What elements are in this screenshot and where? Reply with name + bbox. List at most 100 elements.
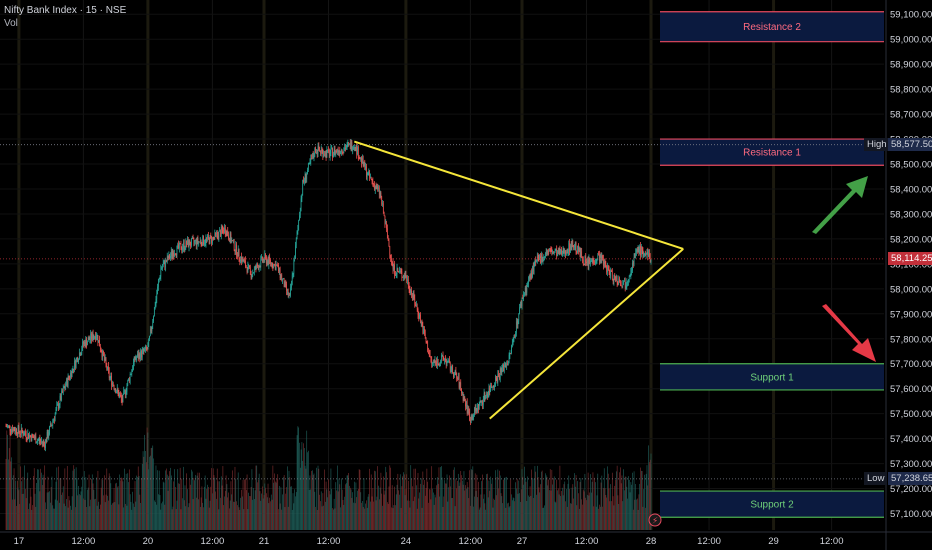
candle-body [12,429,13,432]
volume-bar [398,490,399,530]
candle-body [561,249,562,255]
volume-bar [93,489,95,530]
candle-body [500,368,502,373]
candle-body [424,333,426,339]
candle-body [26,437,28,440]
candle-body [116,388,118,392]
candle-body [112,382,114,386]
candle-body [23,435,25,437]
candle-body [263,259,265,261]
candle-body [13,428,15,431]
candle-body [199,240,201,242]
volume-bar [249,496,250,530]
candle-body [438,363,440,366]
volume-bar [399,474,401,530]
volume-bar [58,502,60,530]
candle-body [504,365,506,367]
volume-bar [370,501,371,530]
volume-bar [112,503,113,530]
volume-bar [41,485,43,530]
volume-bar [383,494,385,530]
volume-bar [20,481,22,530]
volume-bar [624,476,626,530]
candle-body [197,237,199,243]
volume-bar [153,458,154,530]
volume-bar [5,459,7,530]
green-up-arrow [812,176,868,234]
volume-bar [550,490,552,530]
time-axis[interactable]: 17 12:00 20 12:00 21 12:00 24 12:00 27 12:00 28 12:… [0,531,932,547]
volume-bar [321,506,323,530]
candle-body [636,249,638,252]
candle-body [345,147,347,150]
volume-bar [312,470,313,530]
volume-bar [357,490,358,530]
candle-body [645,254,646,256]
volume-bar [308,489,310,530]
candle-body [385,223,387,225]
volume-bar [241,489,242,530]
volume-bar [307,452,308,530]
candle-body [513,336,515,339]
candle-body [332,148,333,158]
candle-body [45,439,46,449]
candle-body [405,274,407,278]
price-axis[interactable]: 59,100.0059,000.0058,900.0058,800.0058,7… [885,0,932,550]
y-tick-label: 57,500.00 [890,409,932,420]
volume-bar [407,500,408,530]
candle-body [44,443,46,449]
candle-body [22,431,24,436]
volume-bar [406,474,408,530]
volume-bar [467,487,469,530]
candle-body [91,333,92,340]
candle-body [245,260,246,267]
candle-body [75,359,77,368]
candle-body [393,265,395,270]
candle-body [249,267,251,272]
volume-bar [566,506,568,530]
candle-body [301,194,303,199]
volume-bar [229,508,230,530]
volume-bar [495,470,496,530]
volume-bar [289,477,291,530]
volume-bar [16,505,17,530]
candle-body [408,286,410,290]
candle-body [450,370,452,372]
candle-body [549,249,551,251]
candle-body [637,249,639,252]
volume-bar [251,469,253,530]
candle-body [93,337,95,340]
volume-bar [495,495,497,530]
volume-bar [462,484,464,530]
volume-bar [198,499,200,530]
volume-bar [572,484,574,530]
candle-body [291,274,293,285]
symbol-title[interactable]: Nifty Bank Index · 15 · NSE [4,5,127,16]
triangle-pattern[interactable] [353,140,684,420]
volume-bar [211,468,212,530]
volume-bar [553,478,554,530]
candle-body [359,158,361,160]
candle-body [243,260,245,262]
volume-bar [113,488,115,530]
candle-body [493,385,495,387]
candle-body [295,245,296,259]
chart-legend[interactable]: Nifty Bank Index · 15 · NSE Vol [4,4,126,30]
volume-bar [631,484,632,530]
volume-bar [337,465,338,530]
volume-bar [370,474,372,530]
volume-bar [407,480,409,530]
volume-bar [567,483,569,530]
candle-body [524,294,525,296]
volume-label[interactable]: Vol [4,18,18,29]
volume-bar [242,479,244,530]
candle-body [607,265,608,273]
volume-bar [595,482,596,530]
candle-body [649,253,650,258]
candle-body [580,251,582,257]
candle-body [219,230,220,232]
volume-bar [636,498,638,530]
candle-body [126,385,128,392]
last-price-badge: 58,114.25 [888,252,932,266]
